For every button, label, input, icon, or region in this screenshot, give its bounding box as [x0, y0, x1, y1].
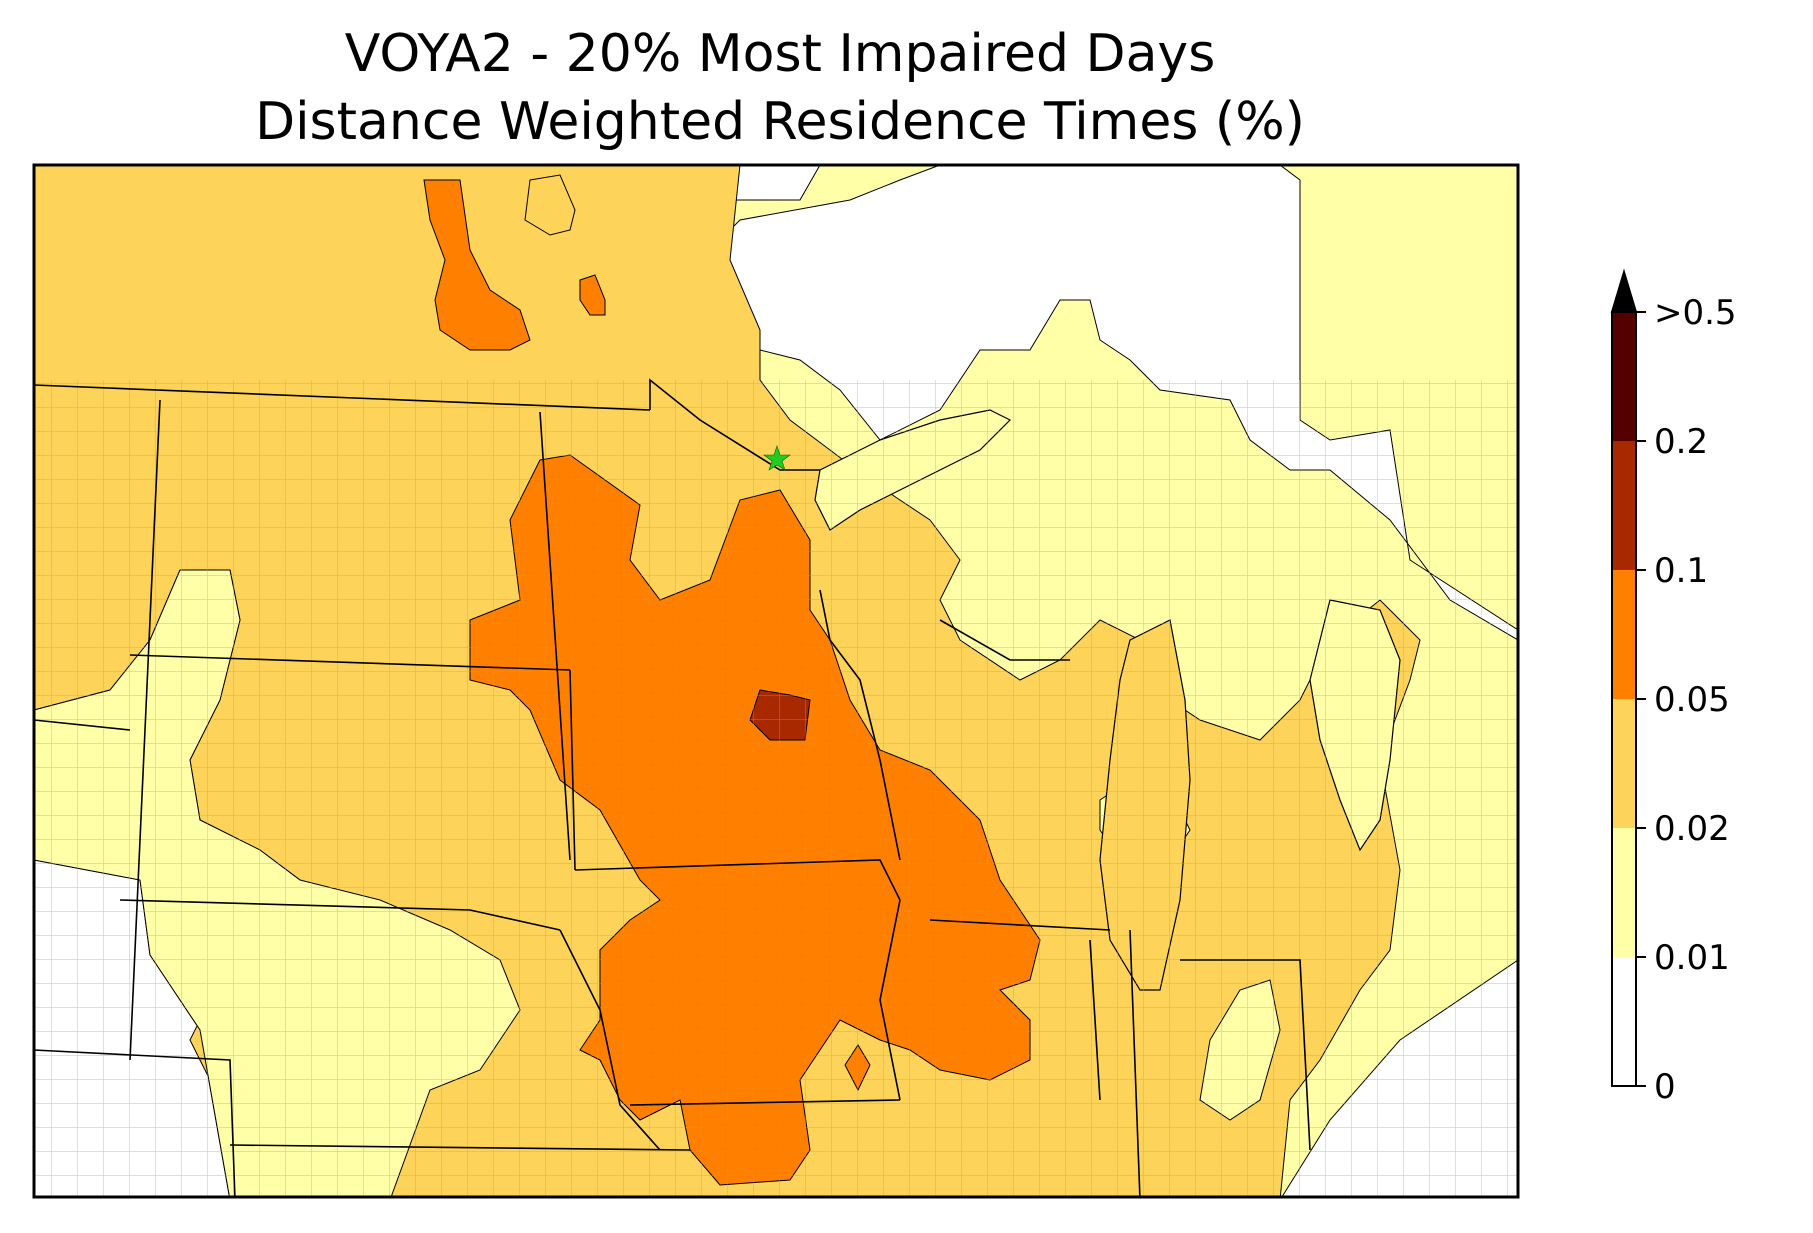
colorbar-bin-4	[1612, 441, 1636, 570]
bin-0.05-blob-small	[579, 274, 606, 316]
colorbar-tick-label: 0.1	[1654, 551, 1708, 591]
colorbar-bin-5	[1612, 312, 1636, 441]
colorbar: 0 0.01 0.02 0.05 0.1 0.2 >0.5	[1610, 268, 1737, 1107]
colorbar-tick-label: 0.02	[1654, 809, 1730, 849]
colorbar-tick-label: 0	[1654, 1067, 1676, 1107]
colorbar-tick-label: 0.2	[1654, 422, 1708, 462]
map-frame	[32, 163, 1520, 1199]
colorbar-tick-label: 0.05	[1654, 680, 1730, 720]
colorbar-tick-label: 0.01	[1654, 938, 1730, 978]
map-title-line2: Distance Weighted Residence Times (%)	[255, 92, 1305, 152]
colorbar-bin-3	[1612, 570, 1636, 699]
map-area	[34, 165, 1518, 1197]
colorbar-bin-2	[1612, 699, 1636, 828]
colorbar-bin-1	[1612, 828, 1636, 957]
colorbar-bin-0	[1612, 957, 1636, 1086]
state-borders	[34, 378, 1311, 1197]
bin-0.05-blob-canada	[423, 179, 531, 351]
colorbar-tick-label: >0.5	[1654, 293, 1737, 333]
receptor-site-star-icon	[763, 445, 791, 471]
map-title-line1: VOYA2 - 20% Most Impaired Days	[344, 24, 1216, 84]
bin-0.02-blob-canada	[524, 174, 576, 236]
colorbar-extend-arrow	[1610, 268, 1638, 313]
